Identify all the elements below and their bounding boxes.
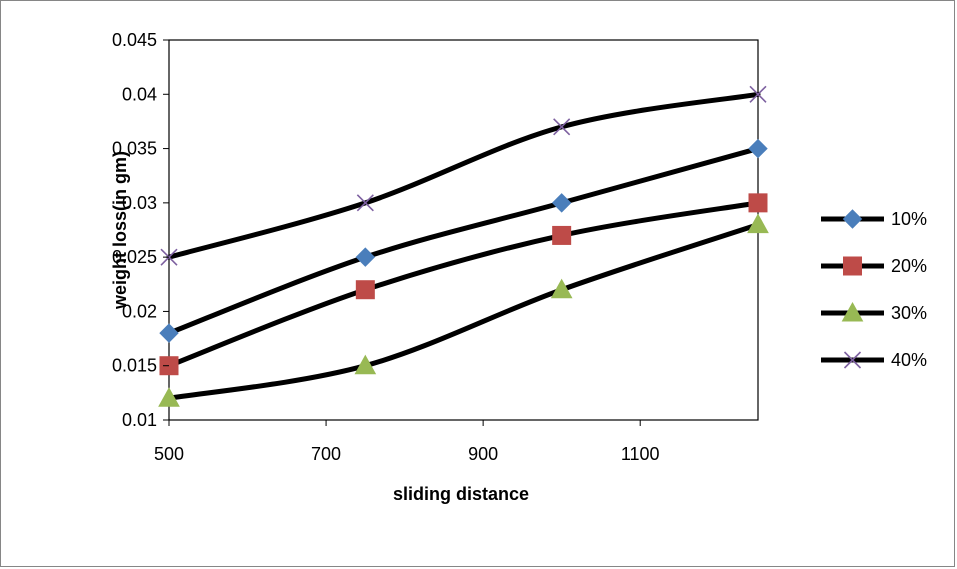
- legend-marker: [841, 301, 864, 322]
- series-1: [159, 193, 768, 376]
- y-tick-label: 0.015: [112, 356, 157, 376]
- series-line: [166, 222, 761, 401]
- x-tick-label: 900: [468, 444, 498, 464]
- data-point: [552, 225, 572, 245]
- data-point: [749, 85, 767, 103]
- data-point: [356, 194, 374, 212]
- data-point: [747, 213, 769, 234]
- y-tick-label: 0.03: [122, 193, 157, 213]
- data-point: [159, 323, 179, 343]
- y-tick-label: 0.035: [112, 139, 157, 159]
- data-point: [158, 387, 180, 407]
- x-tick-label: 1100: [621, 444, 660, 464]
- legend-marker: [843, 256, 862, 276]
- series-line: [166, 200, 761, 369]
- data-point: [553, 118, 571, 136]
- legend-marker: [842, 209, 863, 229]
- series-layer: [158, 85, 769, 407]
- legend-item: 40%: [821, 350, 927, 370]
- y-tick-label: 0.04: [122, 84, 157, 104]
- data-point: [748, 138, 768, 159]
- x-axis-title: sliding distance: [393, 484, 529, 504]
- series-3: [160, 85, 767, 266]
- y-axis-ticks: 0.01 0.015 0.02 0.025 0.03 0.035 0.04 0.045: [112, 30, 169, 430]
- data-point: [355, 247, 376, 267]
- x-axis-ticks: 500 700 900 1100: [154, 420, 660, 464]
- legend-marker: [843, 351, 862, 369]
- y-tick-label: 0.025: [112, 247, 157, 267]
- x-tick-label: 700: [311, 444, 341, 464]
- series-line: [166, 91, 761, 260]
- data-point: [748, 193, 768, 213]
- data-point: [355, 280, 375, 300]
- series-2: [158, 213, 769, 407]
- legend-label: 20%: [891, 256, 927, 276]
- legend-label: 30%: [891, 303, 927, 323]
- data-point: [354, 354, 377, 375]
- legend: 10% 20% 30% 40%: [821, 209, 927, 370]
- series-line: [166, 146, 761, 336]
- y-tick-label: 0.01: [122, 410, 157, 430]
- legend-item: 30%: [821, 301, 927, 323]
- series-0: [159, 138, 768, 343]
- x-tick-label: 500: [154, 444, 184, 464]
- legend-item: 10%: [821, 209, 927, 229]
- legend-item: 20%: [821, 256, 927, 276]
- legend-label: 40%: [891, 350, 927, 370]
- y-tick-label: 0.045: [112, 30, 157, 50]
- data-point: [550, 278, 573, 299]
- data-point: [551, 193, 572, 213]
- y-axis-title: weight loss(in gm): [110, 151, 130, 310]
- y-tick-label: 0.02: [122, 301, 157, 321]
- legend-label: 10%: [891, 209, 927, 229]
